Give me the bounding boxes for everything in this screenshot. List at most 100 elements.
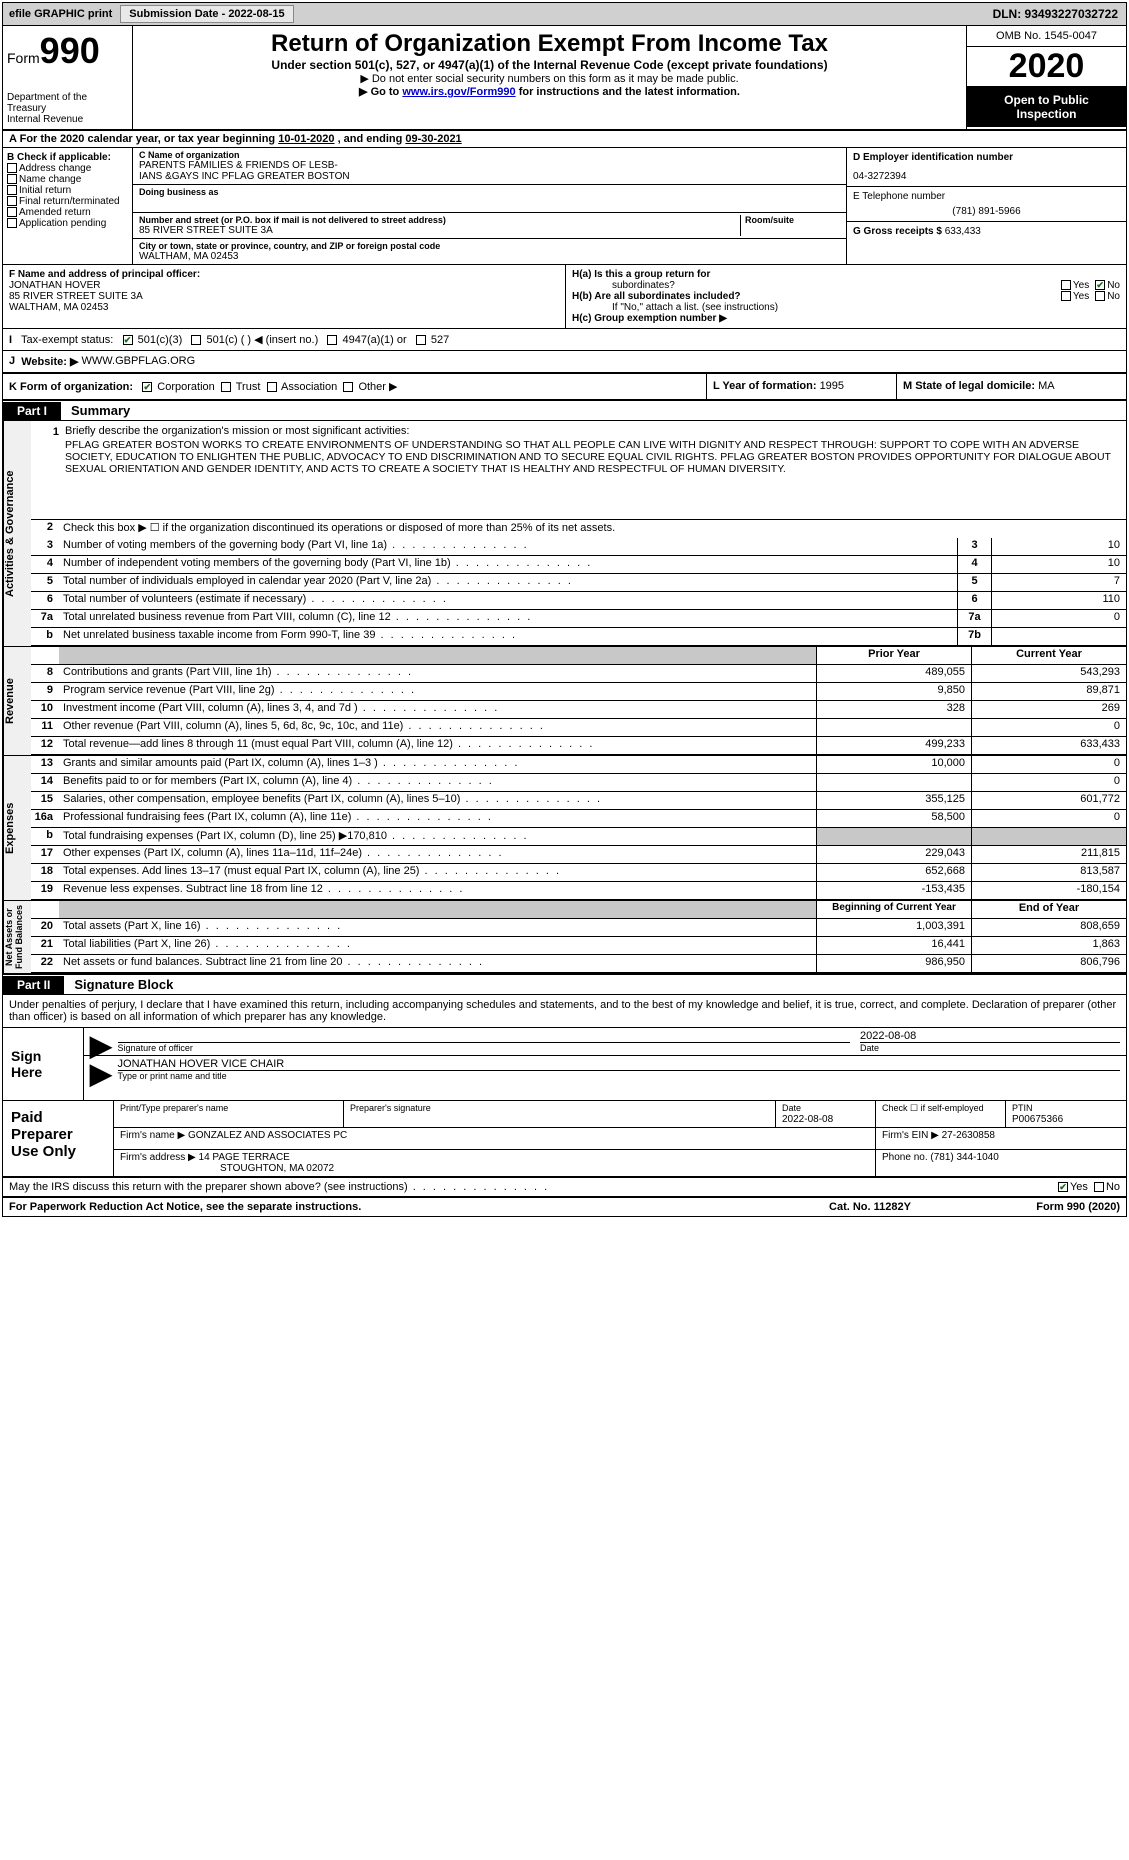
- website-row: J Website: ▶ WWW.GBPFLAG.ORG: [3, 351, 1126, 374]
- discuss-row: May the IRS discuss this return with the…: [3, 1178, 1126, 1198]
- chk-corporation[interactable]: [142, 382, 152, 392]
- chk-application-pending[interactable]: [7, 218, 17, 228]
- omb-number: OMB No. 1545-0047: [967, 26, 1126, 47]
- tax-exempt-status-row: I Tax-exempt status: 501(c)(3) 501(c) ( …: [3, 329, 1126, 351]
- dept-label: Department of the Treasury Internal Reve…: [7, 92, 128, 125]
- efile-label: efile GRAPHIC print: [3, 6, 118, 22]
- entity-block: B Check if applicable: Address change Na…: [3, 148, 1126, 265]
- fgh-block: F Name and address of principal officer:…: [3, 265, 1126, 329]
- chk-amended-return[interactable]: [7, 207, 17, 217]
- summary-activities-governance: Activities & Governance 1Briefly describ…: [3, 421, 1126, 646]
- summary-line: bTotal fundraising expenses (Part IX, co…: [31, 828, 1126, 846]
- side-expenses: Expenses: [3, 756, 31, 900]
- summary-line: 20Total assets (Part X, line 16)1,003,39…: [31, 919, 1126, 937]
- summary-line: 12Total revenue—add lines 8 through 11 (…: [31, 737, 1126, 755]
- prep-date: 2022-08-08: [782, 1114, 833, 1125]
- principal-officer: F Name and address of principal officer:…: [3, 265, 566, 328]
- chk-501c3[interactable]: [123, 335, 133, 345]
- instructions-note: ▶ Go to www.irs.gov/Form990 for instruct…: [141, 85, 958, 98]
- sig-date: 2022-08-08: [860, 1030, 1120, 1042]
- paid-preparer-block: Paid Preparer Use Only Print/Type prepar…: [3, 1101, 1126, 1178]
- firm-addr1: 14 PAGE TERRACE: [199, 1152, 290, 1163]
- chk-ha-no[interactable]: [1095, 280, 1105, 290]
- row-k-form-org: K Form of organization: Corporation Trus…: [3, 374, 1126, 401]
- firm-phone: (781) 344-1040: [930, 1152, 998, 1163]
- summary-line: 10Investment income (Part VIII, column (…: [31, 701, 1126, 719]
- summary-expenses: Expenses 13Grants and similar amounts pa…: [3, 755, 1126, 900]
- tax-year: 2020: [967, 47, 1126, 87]
- summary-line: 9Program service revenue (Part VIII, lin…: [31, 683, 1126, 701]
- summary-line: 15Salaries, other compensation, employee…: [31, 792, 1126, 810]
- header-middle: Return of Organization Exempt From Incom…: [133, 26, 966, 129]
- firm-addr2: STOUGHTON, MA 02072: [120, 1163, 334, 1174]
- summary-net-assets: Net Assets or Fund Balances Beginning of…: [3, 900, 1126, 975]
- col-d-e-g: D Employer identification number 04-3272…: [846, 148, 1126, 264]
- summary-line: 8Contributions and grants (Part VIII, li…: [31, 665, 1126, 683]
- summary-line: 22Net assets or fund balances. Subtract …: [31, 955, 1126, 973]
- ein: 04-3272394: [853, 171, 1120, 182]
- summary-line: 18Total expenses. Add lines 13–17 (must …: [31, 864, 1126, 882]
- top-toolbar: efile GRAPHIC print Submission Date - 20…: [3, 3, 1126, 26]
- header-left: Form990 Department of the Treasury Inter…: [3, 26, 133, 129]
- mission-block: 1Briefly describe the organization's mis…: [31, 421, 1126, 520]
- ssn-note: ▶ Do not enter social security numbers o…: [141, 72, 958, 85]
- officer-name: JONATHAN HOVER: [9, 280, 101, 291]
- group-return-block: H(a) Is this a group return for subordin…: [566, 265, 1126, 328]
- summary-line: 3Number of voting members of the governi…: [31, 538, 1126, 556]
- summary-revenue: Revenue Prior Year Current Year 8Contrib…: [3, 646, 1126, 755]
- chk-final-return[interactable]: [7, 196, 17, 206]
- chk-discuss-yes[interactable]: [1058, 1182, 1068, 1192]
- sign-arrow-icon: ▶: [90, 1067, 118, 1081]
- chk-other[interactable]: [343, 382, 353, 392]
- mission-text: PFLAG GREATER BOSTON WORKS TO CREATE ENV…: [37, 439, 1120, 475]
- chk-address-change[interactable]: [7, 163, 17, 173]
- chk-initial-return[interactable]: [7, 185, 17, 195]
- dln-label: DLN: 93493227032722: [985, 5, 1126, 23]
- part1-header: Part I Summary: [3, 401, 1126, 421]
- summary-line: 6Total number of volunteers (estimate if…: [31, 592, 1126, 610]
- side-net-assets: Net Assets or Fund Balances: [3, 901, 31, 973]
- telephone: (781) 891-5966: [853, 206, 1120, 217]
- summary-line: 21Total liabilities (Part X, line 26)16,…: [31, 937, 1126, 955]
- website-value: WWW.GBPFLAG.ORG: [81, 355, 195, 368]
- chk-association[interactable]: [267, 382, 277, 392]
- officer-printed-name: JONATHAN HOVER VICE CHAIR: [118, 1058, 1120, 1070]
- chk-trust[interactable]: [221, 382, 231, 392]
- form-990-page: efile GRAPHIC print Submission Date - 20…: [2, 2, 1127, 1217]
- summary-line: bNet unrelated business taxable income f…: [31, 628, 1126, 646]
- summary-line: 7aTotal unrelated business revenue from …: [31, 610, 1126, 628]
- signature-declaration: Under penalties of perjury, I declare th…: [3, 995, 1126, 1028]
- tax-year-begin: 10-01-2020: [278, 133, 334, 145]
- col-c-name-address: C Name of organization PARENTS FAMILIES …: [133, 148, 846, 264]
- side-revenue: Revenue: [3, 647, 31, 755]
- sign-here-block: Sign Here ▶ Signature of officer 2022-08…: [3, 1028, 1126, 1101]
- gross-receipts: 633,433: [945, 226, 981, 237]
- ptin: P00675366: [1012, 1114, 1063, 1125]
- summary-line: 16aProfessional fundraising fees (Part I…: [31, 810, 1126, 828]
- chk-hb-no[interactable]: [1095, 291, 1105, 301]
- org-name: PARENTS FAMILIES & FRIENDS OF LESB- IANS…: [139, 160, 840, 182]
- irs-link[interactable]: www.irs.gov/Form990: [402, 86, 515, 98]
- col-b-checkboxes: B Check if applicable: Address change Na…: [3, 148, 133, 264]
- part2-header: Part II Signature Block: [3, 975, 1126, 995]
- summary-line: 5Total number of individuals employed in…: [31, 574, 1126, 592]
- firm-name: GONZALEZ AND ASSOCIATES PC: [188, 1130, 347, 1141]
- summary-line: 14Benefits paid to or for members (Part …: [31, 774, 1126, 792]
- form-title: Return of Organization Exempt From Incom…: [141, 30, 958, 58]
- side-activities-governance: Activities & Governance: [3, 421, 31, 646]
- chk-527[interactable]: [416, 335, 426, 345]
- chk-4947[interactable]: [327, 335, 337, 345]
- form-number: 990: [40, 30, 100, 71]
- chk-hb-yes[interactable]: [1061, 291, 1071, 301]
- chk-ha-yes[interactable]: [1061, 280, 1071, 290]
- street-address: 85 RIVER STREET SUITE 3A: [139, 225, 740, 236]
- chk-discuss-no[interactable]: [1094, 1182, 1104, 1192]
- open-to-public: Open to Public Inspection: [967, 87, 1126, 127]
- chk-501c[interactable]: [191, 335, 201, 345]
- city-state-zip: WALTHAM, MA 02453: [139, 251, 840, 262]
- header-right: OMB No. 1545-0047 2020 Open to Public In…: [966, 26, 1126, 129]
- submission-date-button[interactable]: Submission Date - 2022-08-15: [120, 5, 293, 23]
- summary-line: 17Other expenses (Part IX, column (A), l…: [31, 846, 1126, 864]
- tax-year-end: 09-30-2021: [405, 133, 461, 145]
- chk-name-change[interactable]: [7, 174, 17, 184]
